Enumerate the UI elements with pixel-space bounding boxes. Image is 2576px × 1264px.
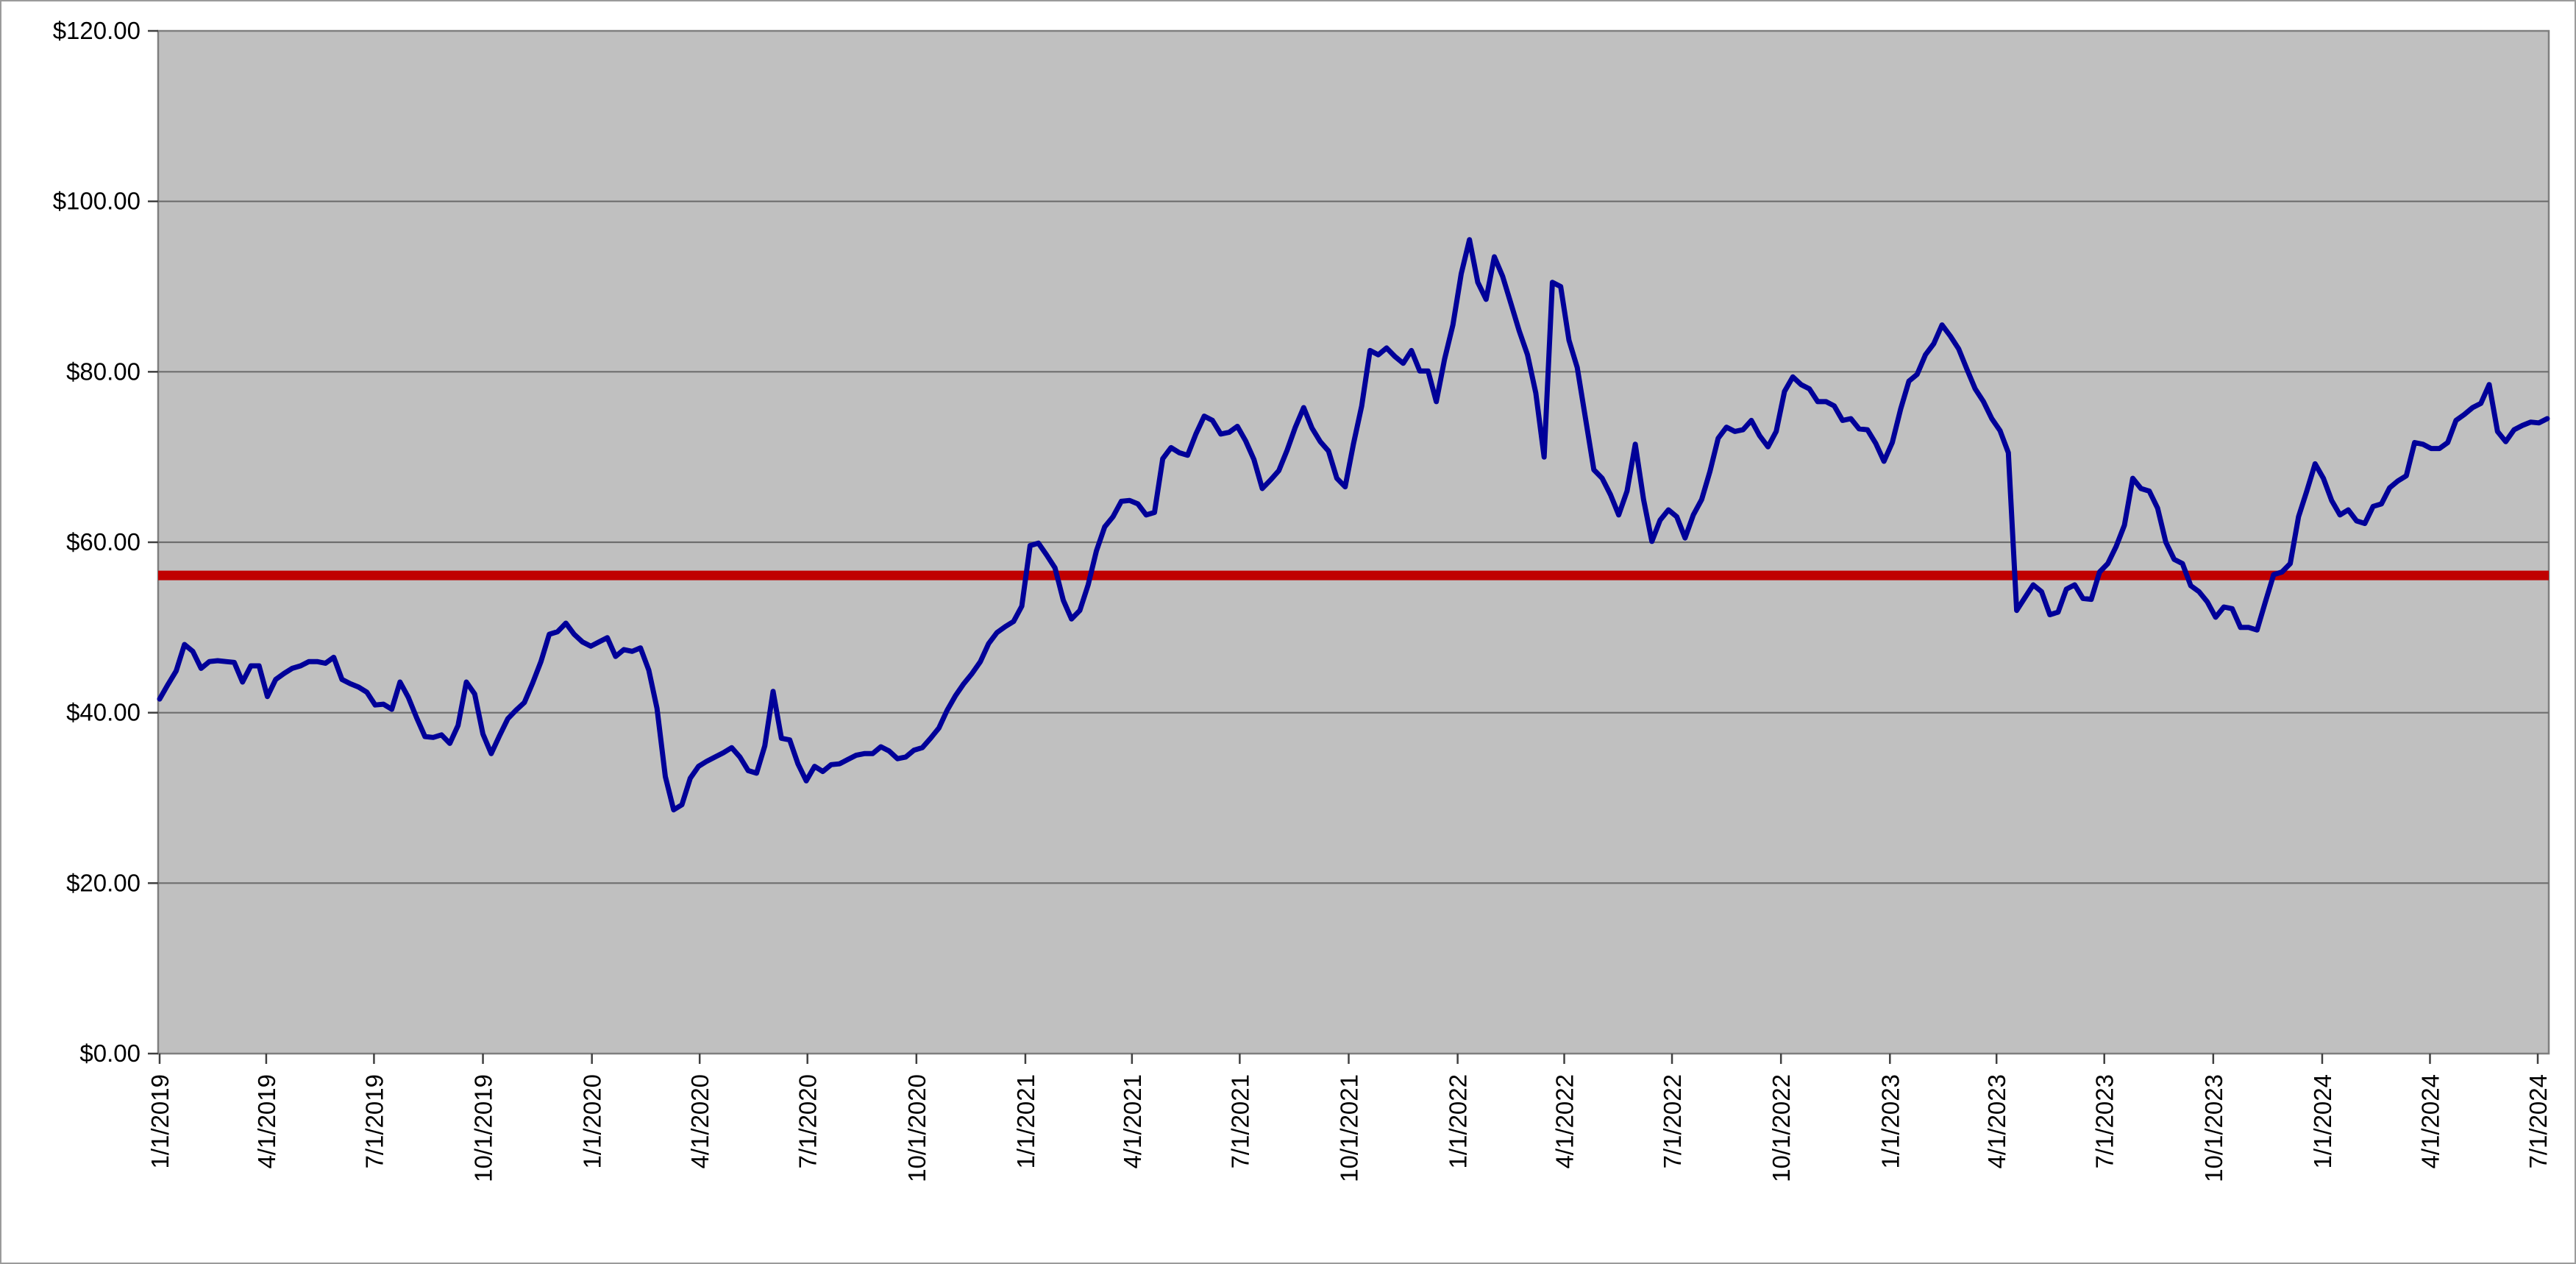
x-axis-label: 10/1/2021	[1336, 1074, 1363, 1182]
x-axis-label: 4/1/2021	[1119, 1074, 1146, 1168]
x-axis-label: 10/1/2019	[470, 1074, 497, 1182]
x-axis-label: 4/1/2019	[253, 1074, 280, 1168]
y-axis-label: $40.00	[66, 699, 140, 726]
y-axis-label: $100.00	[53, 188, 140, 215]
x-axis-label: 1/1/2022	[1445, 1074, 1472, 1168]
y-axis-label: $80.00	[66, 358, 140, 385]
x-axis-label: 7/1/2021	[1226, 1074, 1253, 1168]
x-axis-label: 4/1/2020	[686, 1074, 714, 1168]
x-axis-label: 10/1/2023	[2200, 1074, 2227, 1182]
x-axis-label: 7/1/2022	[1659, 1074, 1686, 1168]
x-axis-label: 7/1/2023	[2091, 1074, 2118, 1168]
x-axis-label: 7/1/2019	[360, 1074, 388, 1168]
x-axis-label: 1/1/2020	[579, 1074, 606, 1168]
y-axis-label: $20.00	[66, 869, 140, 896]
y-axis-label: $0.00	[79, 1040, 140, 1067]
x-axis-label: 1/1/2024	[2309, 1074, 2336, 1168]
x-axis-label: 10/1/2020	[903, 1074, 931, 1182]
x-axis-label: 4/1/2022	[1551, 1074, 1579, 1168]
x-axis-label: 7/1/2020	[794, 1074, 822, 1168]
y-axis-label: $120.00	[53, 17, 140, 44]
x-axis-label: 1/1/2019	[146, 1074, 174, 1168]
x-axis-label: 1/1/2021	[1012, 1074, 1039, 1168]
price-line	[157, 237, 2550, 813]
x-axis-label: 7/1/2024	[2525, 1074, 2552, 1168]
x-axis-label: 4/1/2023	[1983, 1074, 2010, 1168]
x-axis-label: 1/1/2023	[1876, 1074, 1904, 1168]
y-axis-label: $60.00	[66, 528, 140, 555]
x-axis-label: 10/1/2022	[1768, 1074, 1795, 1182]
x-axis-label: 4/1/2024	[2416, 1074, 2444, 1168]
